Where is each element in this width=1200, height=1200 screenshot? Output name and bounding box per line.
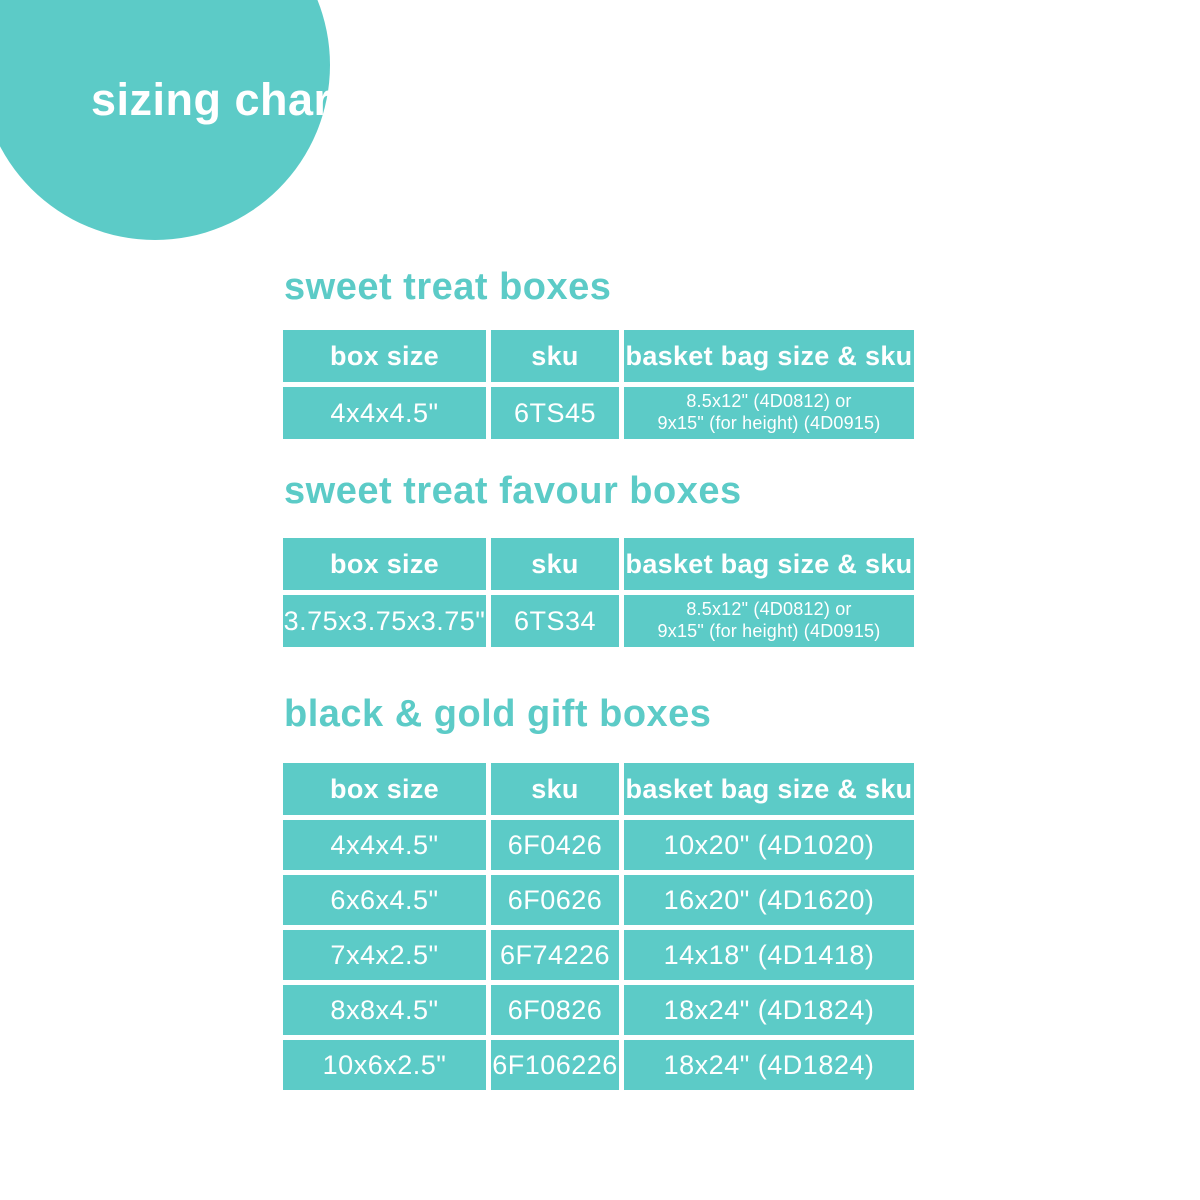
table-cell-sku: 6TS45: [491, 387, 619, 439]
table-cell-sku: 6F0826: [491, 985, 619, 1035]
section-title-black-gold-gift-boxes: black & gold gift boxes: [284, 693, 712, 735]
basket-line-2: 9x15" (for height) (4D0915): [657, 621, 881, 641]
column-header-basket-bag: basket bag size & sku: [624, 763, 914, 815]
basket-line-2: 9x15" (for height) (4D0915): [657, 413, 881, 433]
table-cell-box-size: 3.75x3.75x3.75": [283, 595, 486, 647]
section-title-sweet-treat-favour-boxes: sweet treat favour boxes: [284, 470, 742, 512]
table-cell-basket-bag: 8.5x12" (4D0812) or 9x15" (for height) (…: [624, 595, 914, 647]
table-cell-box-size: 8x8x4.5": [283, 985, 486, 1035]
column-header-box-size: box size: [283, 330, 486, 382]
table-black-gold-gift-boxes: box size sku basket bag size & sku 4x4x4…: [283, 763, 914, 1090]
table-cell-box-size: 7x4x2.5": [283, 930, 486, 980]
table-cell-sku: 6TS34: [491, 595, 619, 647]
column-header-basket-bag: basket bag size & sku: [624, 538, 914, 590]
table-cell-box-size: 10x6x2.5": [283, 1040, 486, 1090]
column-header-sku: sku: [491, 763, 619, 815]
table-sweet-treat-favour-boxes: box size sku basket bag size & sku 3.75x…: [283, 538, 914, 647]
table-cell-basket-bag: 18x24" (4D1824): [624, 1040, 914, 1090]
page-title: sizing chart: [91, 74, 348, 125]
table-sweet-treat-boxes: box size sku basket bag size & sku 4x4x4…: [283, 330, 914, 439]
table-cell-basket-bag: 10x20" (4D1020): [624, 820, 914, 870]
column-header-box-size: box size: [283, 538, 486, 590]
column-header-basket-bag: basket bag size & sku: [624, 330, 914, 382]
table-cell-sku: 6F74226: [491, 930, 619, 980]
table-cell-basket-bag: 8.5x12" (4D0812) or 9x15" (for height) (…: [624, 387, 914, 439]
table-cell-basket-bag: 16x20" (4D1620): [624, 875, 914, 925]
column-header-sku: sku: [491, 330, 619, 382]
basket-line-1: 8.5x12" (4D0812) or: [686, 391, 852, 412]
table-cell-sku: 6F106226: [491, 1040, 619, 1090]
table-cell-box-size: 4x4x4.5": [283, 387, 486, 439]
table-cell-basket-bag: 18x24" (4D1824): [624, 985, 914, 1035]
table-cell-sku: 6F0626: [491, 875, 619, 925]
table-cell-basket-bag: 14x18" (4D1418): [624, 930, 914, 980]
section-title-sweet-treat-boxes: sweet treat boxes: [284, 266, 612, 308]
column-header-box-size: box size: [283, 763, 486, 815]
column-header-sku: sku: [491, 538, 619, 590]
basket-line-1: 8.5x12" (4D0812) or: [686, 599, 852, 620]
table-cell-box-size: 6x6x4.5": [283, 875, 486, 925]
table-cell-box-size: 4x4x4.5": [283, 820, 486, 870]
table-cell-sku: 6F0426: [491, 820, 619, 870]
